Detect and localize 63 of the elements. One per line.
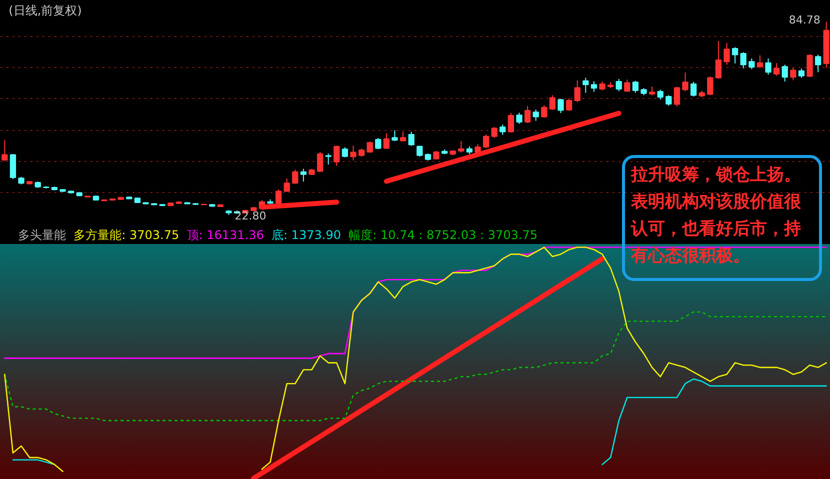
candlestick [458, 140, 464, 154]
candlestick [682, 72, 688, 92]
candlestick [715, 40, 722, 80]
candlestick [558, 98, 564, 114]
annotation: 拉升吸筹，锁仓上扬。表明机构对该股价值很认可，也看好后市，持有心态很积极。 [631, 164, 802, 268]
candlestick [508, 112, 514, 134]
candlestick [806, 54, 813, 78]
candlestick [657, 89, 664, 100]
text: 底: 1373.90 [272, 228, 342, 242]
candlestick [383, 132, 390, 150]
candlestick [408, 131, 414, 146]
candlestick [392, 130, 398, 142]
candlestick [482, 134, 490, 148]
candlestick [732, 46, 738, 64]
candlestick [532, 109, 539, 122]
candlestick [10, 154, 16, 180]
candlestick [765, 58, 772, 76]
candlestick [292, 169, 298, 184]
chart-title: 多头量能 [18, 228, 66, 242]
candlestick [334, 145, 340, 166]
candlestick [674, 86, 680, 107]
candlestick [566, 98, 572, 112]
candlestick [491, 126, 498, 138]
chart-title: (日线,前复权) [8, 4, 82, 18]
annotation: 84.78 [788, 14, 820, 27]
candlestick [574, 80, 580, 103]
candlestick [342, 146, 348, 158]
text: 幅度: 10.74 : 8752.03 : 3703.75 [348, 228, 538, 242]
candlestick [782, 64, 788, 82]
candlestick [275, 188, 282, 204]
candlestick [740, 52, 746, 69]
candlestick [582, 77, 589, 94]
candlestick [325, 153, 332, 165]
candlestick [707, 76, 714, 96]
candlestick [350, 145, 356, 161]
text: 顶: 16131.36 [186, 228, 264, 242]
candlestick [690, 81, 697, 97]
candlestick [416, 145, 423, 158]
candlestick [516, 112, 522, 124]
candlestick [316, 151, 324, 172]
candlestick [524, 105, 531, 124]
candlestick [632, 80, 639, 94]
candlestick [624, 79, 630, 92]
candlestick [748, 58, 755, 70]
candlestick [724, 42, 730, 66]
candlestick [666, 94, 672, 106]
annotation: 22.80 [234, 209, 266, 222]
candlestick [300, 168, 307, 182]
candlestick [400, 131, 406, 142]
candlestick [500, 124, 506, 136]
candlestick [375, 137, 382, 150]
candlestick [2, 140, 8, 162]
candlestick [590, 80, 598, 92]
candlestick [616, 78, 622, 92]
candlestick [790, 67, 796, 81]
candlestick [541, 104, 548, 118]
candlestick [814, 54, 822, 73]
candlestick [549, 94, 556, 110]
candlestick [798, 68, 805, 78]
candlestick [756, 54, 764, 68]
candlestick [284, 178, 290, 192]
candlestick [773, 62, 780, 76]
text: 多方量能: 3703.75 [74, 228, 180, 242]
